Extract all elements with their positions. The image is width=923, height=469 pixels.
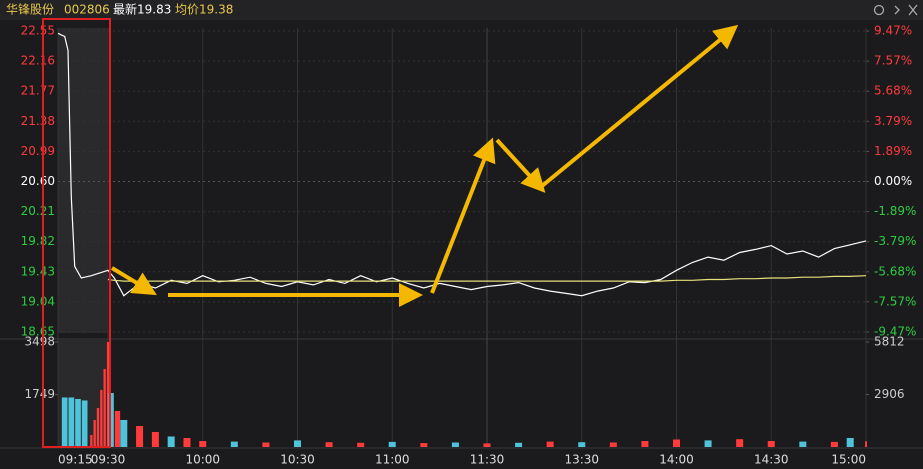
volume-bar bbox=[673, 439, 680, 447]
stock-name: 华锋股份 bbox=[6, 3, 54, 17]
volume-bar bbox=[294, 440, 301, 447]
x-tick-label: 14:30 bbox=[754, 453, 789, 467]
plot: 22.55 22.16 21.77 21.38 20.99 20.60 20.21 19.82… bbox=[21, 24, 917, 467]
y2-tick-label: -7.57% bbox=[874, 294, 916, 308]
volume-bar bbox=[546, 441, 554, 447]
pre-auction-area bbox=[58, 28, 108, 333]
x-tick-label: 13:30 bbox=[564, 453, 599, 467]
x-tick-label: 09:30 bbox=[91, 453, 126, 467]
volume-bar bbox=[183, 437, 191, 447]
y-tick-label: 22.55 bbox=[21, 24, 55, 38]
average-price: 均价19.38 bbox=[175, 3, 233, 17]
y-tick-label: 18.65 bbox=[21, 325, 55, 339]
y-tick-label: 1749 bbox=[24, 387, 55, 401]
arrow bbox=[430, 137, 496, 294]
y2-tick-label: 0.00% bbox=[874, 174, 912, 188]
volume-bar bbox=[736, 439, 744, 447]
volume-bar bbox=[515, 442, 523, 447]
volume-bar bbox=[68, 397, 75, 447]
volume-bar bbox=[846, 437, 854, 447]
x-tick-label: 10:30 bbox=[280, 453, 315, 467]
x-tick-label: 14:00 bbox=[659, 453, 694, 467]
volume-bar bbox=[61, 397, 68, 447]
arrow bbox=[540, 24, 739, 188]
volume-bar bbox=[609, 442, 617, 447]
y2-tick-label: 5812 bbox=[874, 335, 905, 349]
y-tick-label: 20.21 bbox=[21, 204, 55, 218]
x-tick-label: 11:00 bbox=[375, 453, 410, 467]
stock-code: 002806 bbox=[64, 3, 110, 17]
volume-bar bbox=[451, 442, 459, 447]
volume-bar bbox=[93, 419, 96, 447]
volume-bar bbox=[114, 410, 121, 447]
y2-tick-label: 7.57% bbox=[874, 54, 912, 68]
x-tick-label: 15:00 bbox=[831, 453, 866, 467]
volume-bar bbox=[641, 440, 649, 447]
volume-bar bbox=[799, 441, 807, 447]
header-bar bbox=[0, 0, 923, 20]
latest-price: 最新19.83 bbox=[113, 2, 171, 17]
y-tick-label: 19.04 bbox=[21, 294, 55, 308]
arrow bbox=[110, 266, 157, 296]
volume-bar bbox=[167, 436, 175, 447]
volume-bar bbox=[357, 442, 365, 447]
y2-tick-label: 2906 bbox=[874, 387, 905, 401]
prev-icon[interactable] bbox=[894, 5, 900, 15]
y2-tick-label: -9.47% bbox=[874, 325, 916, 339]
volume-bar bbox=[199, 440, 207, 447]
y2-tick-label: -1.89% bbox=[874, 204, 916, 218]
y-tick-label: 21.38 bbox=[21, 114, 55, 128]
toolbar-icons[interactable] bbox=[873, 4, 918, 16]
volume-bar bbox=[325, 442, 333, 447]
y2-tick-label: -5.68% bbox=[874, 264, 916, 278]
volume-bar bbox=[388, 441, 396, 447]
volume-bar bbox=[96, 407, 100, 447]
price-line bbox=[107, 275, 867, 282]
volume-bar bbox=[103, 368, 106, 447]
x-tick-label: 09:15 bbox=[58, 453, 93, 467]
volume-bar bbox=[151, 431, 159, 447]
y-tick-label: 20.99 bbox=[21, 144, 55, 158]
volume-bar bbox=[230, 441, 238, 447]
y-tick-label: 20.60 bbox=[21, 174, 55, 188]
y-tick-label: 19.43 bbox=[21, 264, 55, 278]
volume-bar bbox=[120, 419, 128, 447]
price-line bbox=[57, 32, 867, 297]
volume-bar bbox=[108, 392, 114, 447]
volume-bar bbox=[767, 440, 775, 447]
close-icon[interactable] bbox=[908, 4, 918, 16]
volume-bar bbox=[136, 425, 144, 447]
x-tick-label: 10:00 bbox=[185, 453, 220, 467]
y-tick-label: 21.77 bbox=[21, 84, 55, 98]
y-tick-label: 19.82 bbox=[21, 234, 55, 248]
x-tick-label: 11:30 bbox=[470, 453, 505, 467]
refresh-icon[interactable] bbox=[873, 4, 885, 16]
highlight-box bbox=[42, 18, 111, 448]
volume-bar bbox=[90, 434, 93, 447]
annotation-arrows bbox=[110, 24, 739, 307]
y2-tick-label: 9.47% bbox=[874, 24, 912, 38]
volume-bar bbox=[81, 400, 88, 447]
volume-bar bbox=[830, 441, 838, 447]
y-tick-label: 22.16 bbox=[21, 54, 55, 68]
volume-bar bbox=[262, 442, 270, 447]
y2-tick-label: 3.79% bbox=[874, 114, 912, 128]
volume-bar bbox=[865, 441, 867, 447]
volume-bar bbox=[578, 442, 586, 447]
y-tick-label: 3498 bbox=[24, 335, 55, 349]
y2-tick-label: -3.79% bbox=[874, 234, 916, 248]
y2-tick-label: 5.68% bbox=[874, 84, 912, 98]
volume-bar bbox=[483, 443, 491, 447]
volume-bar bbox=[75, 398, 81, 447]
volume-bar bbox=[420, 443, 428, 447]
volume-bar bbox=[100, 389, 103, 447]
volume-bar bbox=[106, 342, 110, 447]
volume-bar bbox=[704, 440, 712, 447]
y2-tick-label: 1.89% bbox=[874, 144, 912, 158]
arrow bbox=[495, 138, 546, 193]
